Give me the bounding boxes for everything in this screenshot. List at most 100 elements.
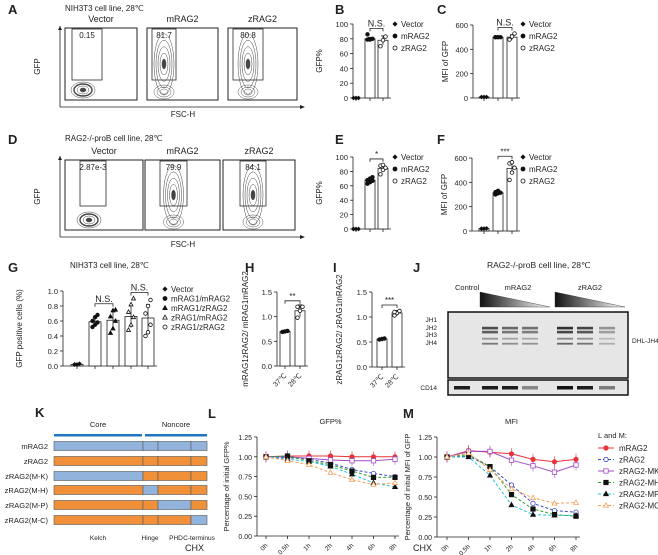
data-point: [529, 511, 537, 517]
data-point: [484, 225, 489, 231]
y-tick-label: 0: [344, 94, 348, 103]
bar-chart-g: G NIH3T3 cell line, 28℃ 0.0 0.2 0.4 0.6 0.8 1.0…: [8, 260, 231, 371]
data-point: [465, 449, 472, 456]
gate-percentage: 84.1: [245, 163, 261, 172]
domain-segment: [157, 471, 192, 481]
data-point: [297, 308, 303, 313]
y-tick-label: 1.0: [262, 313, 272, 322]
x-tick-label: 1h: [483, 543, 493, 553]
legend-label: mRAG2: [529, 165, 558, 174]
y-tick-label: 60: [340, 182, 348, 191]
chart-title: GFP%: [319, 417, 341, 426]
y-tick-label: 0.8: [48, 302, 58, 311]
contour: [157, 46, 171, 82]
data-point: [530, 456, 536, 462]
data-point: [572, 499, 580, 505]
legend-label: zRAG2-MC: [619, 502, 658, 511]
data-point: [370, 174, 375, 180]
legend-label: mRAG2: [619, 444, 648, 453]
bar: [377, 168, 389, 230]
contour: [244, 171, 262, 219]
y-tick-label: 0.4: [48, 332, 58, 341]
y-axis-label: GFP%: [315, 49, 324, 73]
data-point: [391, 483, 399, 490]
band-label: JH1: [425, 317, 437, 324]
y-tick-label: 0.25: [418, 515, 432, 522]
y-tick-label: 80: [340, 167, 348, 176]
data-point: [351, 226, 356, 232]
legend-label: mRAG1/mRAG2: [171, 295, 231, 304]
data-point: [509, 160, 515, 165]
data-point: [295, 315, 300, 320]
legend-label: zRAG1/mRAG2: [171, 314, 228, 323]
data-point: [484, 94, 489, 100]
contour: [245, 58, 251, 70]
cd14-band: [557, 386, 573, 390]
y-axis-label: GFP positive cells (%): [15, 289, 24, 368]
data-point: [370, 458, 377, 464]
significance-label: **: [289, 292, 295, 301]
data-point: [486, 466, 494, 472]
legend-label: zRAG2: [401, 44, 427, 53]
data-point: [551, 469, 558, 475]
pcr-band: [502, 326, 518, 330]
noncore-bar: [145, 434, 207, 437]
bar-chart-h: H 0.0 0.5 1.0 1.5 mRAG1zRAG2/ mRAG1mRAG2 37℃28…: [241, 260, 308, 388]
domain-segment: [53, 471, 144, 481]
y-tick-label: 1.0: [48, 287, 58, 296]
domain-label: PHD: [169, 535, 183, 542]
data-point: [284, 457, 291, 463]
panel-letter: H: [245, 260, 254, 275]
legend-marker: [162, 324, 168, 330]
axis-arrow: [58, 26, 62, 30]
chart-title: MFI: [505, 417, 518, 426]
data-point: [572, 511, 580, 518]
domain-label: Kelch: [90, 535, 107, 542]
contour: [76, 211, 102, 229]
construct-label: zRAG2(M-H): [5, 486, 49, 495]
bar: [506, 36, 518, 99]
legend-label: zRAG2: [529, 177, 555, 186]
data-point: [380, 162, 386, 168]
y-axis-label: GFP: [33, 188, 42, 204]
domain-segment: [53, 500, 144, 510]
line-chart-m: M MFI 0.00 0.25 0.50 0.75 1.00 1.25 Percentage o…: [403, 406, 658, 555]
y-tick-label: 0: [463, 227, 467, 236]
data-point: [107, 330, 114, 335]
axis-arrow: [300, 235, 305, 239]
x-axis-label: FSC-H: [171, 110, 196, 119]
y-tick-label: 1.25: [418, 435, 432, 442]
data-point: [95, 312, 100, 318]
gate: [232, 28, 264, 81]
data-point: [90, 318, 95, 324]
flow-plot: mRAG2 81.7: [146, 14, 219, 101]
bar: [376, 338, 388, 368]
data-point: [479, 226, 484, 231]
legend-marker: [603, 456, 609, 463]
pcr-band: [577, 330, 593, 334]
legend-label: mRAG2: [529, 32, 558, 41]
data-point: [493, 34, 498, 40]
legend-marker: [520, 166, 526, 172]
pcr-band: [599, 342, 615, 345]
data-point: [512, 165, 517, 170]
y-tick-label: 0.25: [238, 514, 252, 521]
legend-label: zRAG2-MP: [619, 490, 658, 499]
y-tick-label: 40: [340, 196, 348, 205]
contour: [171, 189, 176, 201]
construct-label: zRAG2(M-K): [5, 472, 48, 481]
domain-segment: [157, 500, 192, 510]
pcr-band: [482, 330, 498, 334]
data-point: [148, 322, 153, 327]
y-tick-label: 600: [454, 154, 467, 163]
contour: [166, 216, 181, 228]
pcr-band: [557, 326, 573, 330]
data-point: [508, 491, 515, 498]
legend-marker: [602, 502, 610, 508]
legend-marker: [392, 166, 398, 172]
data-point: [530, 463, 536, 469]
data-point: [130, 314, 137, 320]
data-point: [143, 333, 148, 339]
data-point: [392, 309, 397, 315]
legend-title: L and M:: [598, 431, 627, 440]
